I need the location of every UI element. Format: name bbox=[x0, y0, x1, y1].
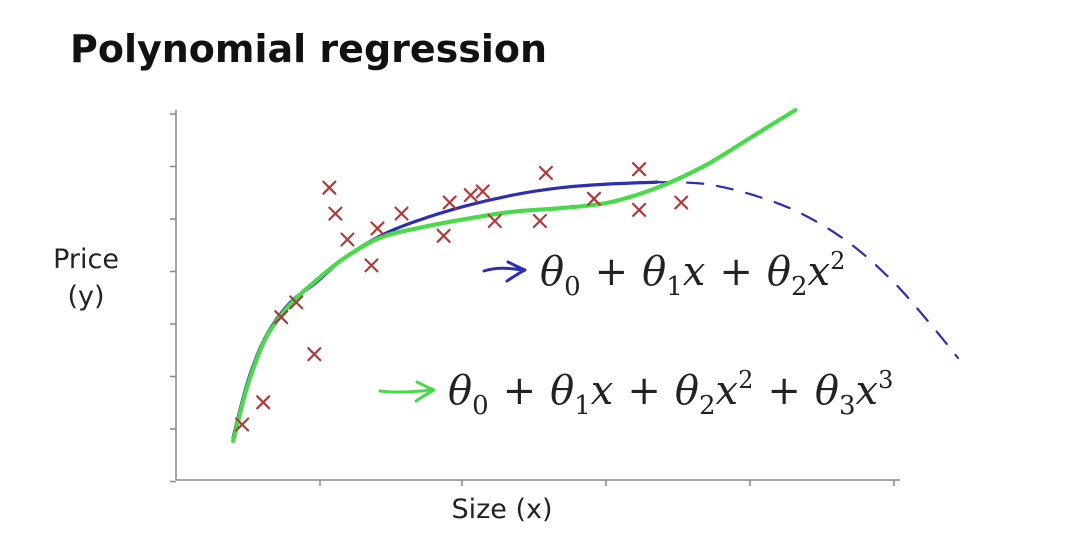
data-point-stroke bbox=[307, 347, 322, 362]
data-point-stroke bbox=[364, 258, 379, 273]
data-point bbox=[274, 310, 289, 325]
data-points bbox=[235, 162, 689, 432]
y-ticks bbox=[170, 113, 176, 483]
y-axis-label-line2: (y) bbox=[67, 281, 104, 312]
x-axis-label: Size (x) bbox=[451, 494, 552, 525]
data-point bbox=[436, 228, 451, 243]
data-point bbox=[370, 221, 385, 236]
blue-arrow-icon bbox=[482, 260, 527, 283]
data-point bbox=[632, 162, 647, 177]
data-point bbox=[328, 206, 343, 221]
data-point bbox=[463, 188, 478, 203]
data-point-stroke bbox=[532, 213, 547, 229]
data-point-stroke bbox=[632, 202, 647, 217]
data-point-stroke bbox=[274, 310, 289, 325]
data-point-stroke bbox=[538, 165, 553, 180]
data-point-stroke bbox=[586, 191, 602, 206]
data-point bbox=[674, 195, 689, 210]
data-point-stroke bbox=[289, 295, 304, 310]
data-point-stroke bbox=[475, 184, 490, 199]
data-point-stroke bbox=[340, 232, 355, 247]
data-point-stroke bbox=[256, 395, 271, 410]
data-point bbox=[364, 258, 379, 273]
data-point bbox=[632, 202, 647, 217]
data-point bbox=[532, 213, 547, 229]
data-point bbox=[307, 347, 322, 362]
data-point bbox=[256, 395, 271, 410]
data-point-stroke bbox=[436, 228, 451, 243]
data-point bbox=[340, 232, 355, 247]
green-arrow-icon bbox=[378, 380, 436, 403]
data-point bbox=[394, 206, 409, 221]
data-point-stroke bbox=[487, 213, 502, 229]
data-point bbox=[475, 184, 490, 199]
data-point bbox=[235, 417, 250, 432]
data-point-stroke bbox=[328, 206, 343, 221]
quadratic-equation: θ0 + θ1x + θ2x2 bbox=[540, 247, 845, 302]
data-point bbox=[322, 180, 337, 195]
data-point bbox=[487, 213, 502, 229]
axes bbox=[170, 110, 900, 486]
data-point bbox=[289, 295, 304, 310]
y-axis-label-line1: Price bbox=[53, 244, 119, 275]
data-point-stroke bbox=[463, 188, 478, 203]
x-ticks bbox=[319, 480, 895, 486]
data-point-stroke bbox=[442, 195, 457, 210]
data-point bbox=[538, 165, 553, 180]
data-point-stroke bbox=[235, 417, 250, 432]
data-point bbox=[442, 195, 457, 210]
data-point-stroke bbox=[370, 221, 385, 236]
data-point-stroke bbox=[674, 195, 689, 210]
data-point-stroke bbox=[322, 180, 337, 195]
cubic-equation: θ0 + θ1x + θ2x2 + θ3x3 bbox=[448, 366, 893, 421]
quadratic-extrapolation-line bbox=[656, 181, 959, 359]
data-point-stroke bbox=[632, 162, 647, 177]
data-point-stroke bbox=[394, 206, 409, 221]
data-point bbox=[586, 191, 602, 206]
chart-title: Polynomial regression bbox=[70, 27, 547, 71]
